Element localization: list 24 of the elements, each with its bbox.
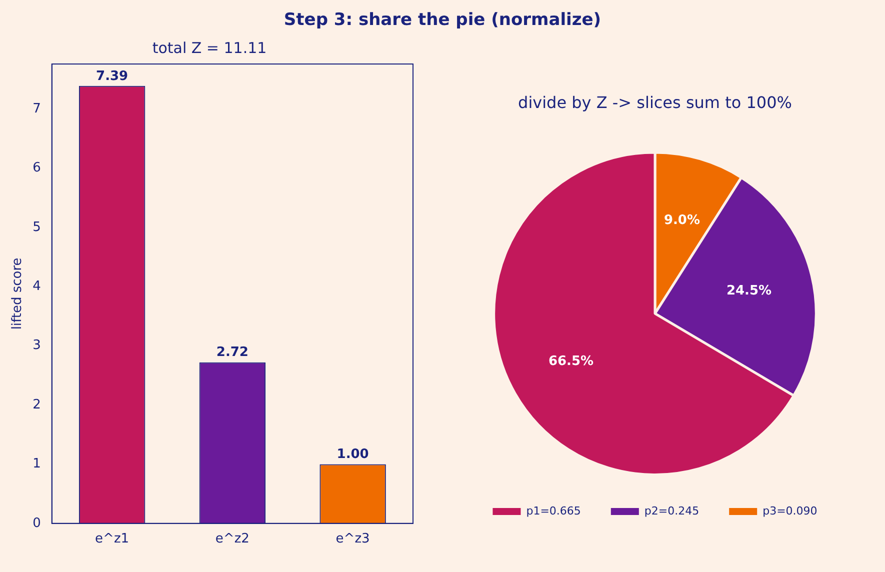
data-label: 2.72	[216, 345, 248, 360]
y-tick-label: 1	[32, 456, 41, 472]
chart-title: Step 3: share the pie (normalize)	[282, 10, 602, 30]
y-tick-label: 3	[32, 338, 41, 354]
data-label: 9.0%	[664, 213, 700, 228]
y-tick-label: 4	[32, 278, 41, 294]
data-label: 1.00	[336, 447, 369, 462]
y-tick-label: 6	[32, 160, 41, 176]
y-tick-label: 7	[32, 101, 41, 116]
chart-title: divide by Z -> slices sum to 100%	[518, 92, 792, 112]
data-label: 24.5%	[726, 283, 772, 298]
y-tick-label: 0	[32, 516, 41, 531]
data-label: 7.39	[96, 68, 128, 84]
y-tick-label: 2	[32, 397, 41, 412]
y-axis-title: lifted score	[10, 258, 26, 330]
x-tick-label: e^z2	[215, 532, 250, 547]
legend-label: p1=0.665	[526, 504, 581, 518]
y-tick-label: 5	[32, 220, 41, 235]
x-tick-label: e^z1	[95, 532, 130, 547]
chart-subtitle: total Z = 11.11	[152, 38, 267, 57]
x-tick-label: e^z3	[336, 532, 370, 547]
data-label: 66.5%	[548, 354, 594, 369]
legend-label: p3=0.090	[762, 504, 818, 518]
legend-label: p2=0.245	[644, 504, 700, 518]
